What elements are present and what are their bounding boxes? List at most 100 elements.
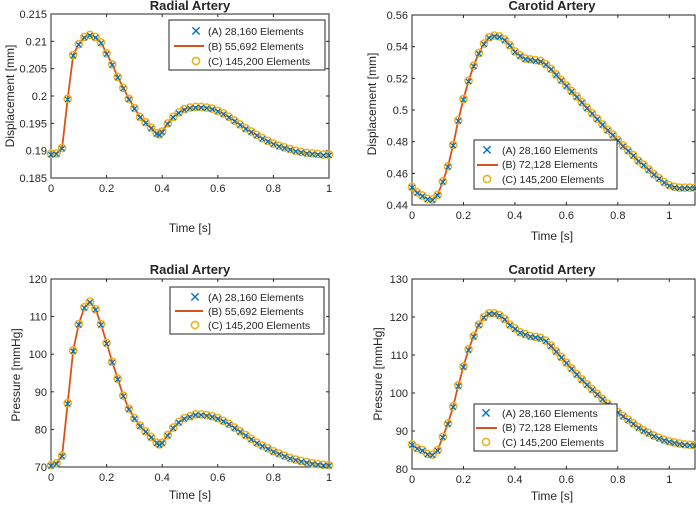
series-c-marker (556, 75, 566, 85)
series-a-marker-stroke (142, 429, 149, 436)
series-a-marker-stroke (203, 105, 210, 112)
y-tick-label: 0.205 (19, 64, 47, 76)
series-a-marker-stroke (542, 338, 549, 345)
series-a-marker (666, 439, 673, 446)
series-a-marker (303, 459, 310, 466)
series-a-marker (450, 404, 457, 411)
series-a-marker (325, 152, 333, 159)
series-c-marker (135, 421, 145, 430)
legend-label: (B) 72,128 Elements (502, 159, 598, 171)
series-a-marker-stroke (434, 447, 441, 454)
y-tick-label: 0.19 (26, 146, 47, 158)
series-a-marker (164, 121, 171, 128)
series-a-marker (209, 414, 216, 421)
series-c-marker (582, 103, 592, 112)
series-a-marker (686, 442, 693, 449)
x-tick-label: 1 (666, 474, 672, 486)
x-axis-label: Time [s] (169, 488, 211, 502)
series-a-marker (558, 77, 565, 84)
series-a-marker (186, 105, 194, 112)
series-a-marker (287, 146, 294, 153)
series-a-marker (220, 111, 227, 118)
series-c-marker (428, 450, 437, 459)
y-tick-label: 120 (29, 274, 47, 286)
series-a-marker-stroke (281, 453, 288, 460)
series-a-marker-stroke (98, 40, 105, 47)
series-a-marker-stroke (59, 453, 66, 460)
series-a-marker-stroke (589, 110, 596, 117)
series-a-marker (594, 116, 601, 123)
series-a-marker-stroke (578, 99, 585, 106)
series-a-marker-stroke (578, 377, 585, 384)
series-a-marker (192, 104, 199, 111)
x-tick-label: 0.2 (456, 474, 471, 486)
series-a-marker-stroke (553, 348, 560, 356)
series-c-marker (443, 161, 453, 171)
series-a-marker-stroke (131, 415, 138, 422)
series-a-marker-stroke (264, 138, 271, 145)
series-c-marker (469, 331, 479, 341)
series-a-marker (594, 391, 601, 398)
series-a-marker-stroke (275, 143, 282, 150)
series-a-marker (298, 149, 305, 156)
x-tick-label: 0.6 (210, 183, 225, 195)
series-a-marker-stroke (98, 321, 105, 328)
series-a-marker-stroke (314, 461, 321, 468)
series-a-marker-stroke (450, 142, 457, 149)
series-c-marker (644, 165, 654, 174)
series-a-marker-stroke (522, 56, 529, 63)
x-ticks: 0 0.2 0.4 0.6 0.8 1 (48, 279, 332, 484)
series-a-marker (225, 114, 232, 121)
series-a-marker-stroke (661, 179, 668, 186)
series-c-marker (168, 423, 178, 432)
series-a-marker-stroke (517, 329, 524, 337)
series-c-marker (85, 297, 95, 306)
series-a-marker-stroke (86, 299, 93, 306)
legend-box (473, 403, 618, 452)
x-tick-label: 0.2 (99, 472, 114, 484)
series-a-marker (666, 182, 673, 190)
series-a-marker (532, 57, 539, 64)
x-tick-label: 1 (326, 472, 332, 484)
series-a-marker (125, 96, 132, 103)
series-a-marker (292, 148, 299, 155)
legend-marker-x: ✕ (189, 290, 201, 306)
series-c-marker (130, 413, 139, 423)
panel-radial-displacement: Radial Artery Displacement [mm] Time [s]… (3, 0, 334, 235)
x-tick-label: 0.4 (507, 210, 522, 222)
x-tick-label: 1 (666, 210, 672, 222)
series-a-marker (583, 382, 590, 389)
series-group (407, 31, 696, 204)
series-c-marker (567, 86, 576, 96)
series-a-marker-stroke (64, 400, 71, 407)
series-a-marker (583, 105, 590, 112)
series-a-marker (181, 415, 188, 422)
y-tick-label: 0.52 (387, 73, 408, 85)
series-c-marker (74, 319, 84, 329)
series-c-marker (572, 92, 582, 101)
series-a-marker-stroke (671, 440, 678, 447)
series-c-marker (592, 389, 602, 399)
series-c-marker (464, 344, 473, 354)
series-a-marker-stroke (231, 118, 238, 125)
series-a-marker (214, 415, 221, 422)
series-a-marker (501, 37, 508, 44)
series-a-marker-stroke (666, 182, 673, 190)
series-a-marker-stroke (470, 63, 477, 70)
series-a-marker (578, 99, 585, 106)
series-a-marker-stroke (650, 171, 657, 178)
series-a-marker (136, 114, 143, 121)
series-c-marker (690, 440, 696, 450)
series-a-marker-stroke (686, 442, 693, 449)
series-c-marker (113, 374, 123, 383)
y-tick-label: 0.48 (387, 137, 408, 149)
series-a-marker-stroke (444, 163, 452, 171)
legend-marker-circle (190, 320, 200, 330)
series-c-marker (598, 119, 607, 129)
series-a-marker (460, 96, 467, 103)
legend-label: (C) 145,200 Elements (502, 174, 604, 186)
series-a-marker-stroke (547, 66, 554, 73)
series-a-marker (292, 457, 299, 464)
series-a-marker-stroke (475, 322, 482, 329)
series-c-marker (623, 146, 633, 155)
